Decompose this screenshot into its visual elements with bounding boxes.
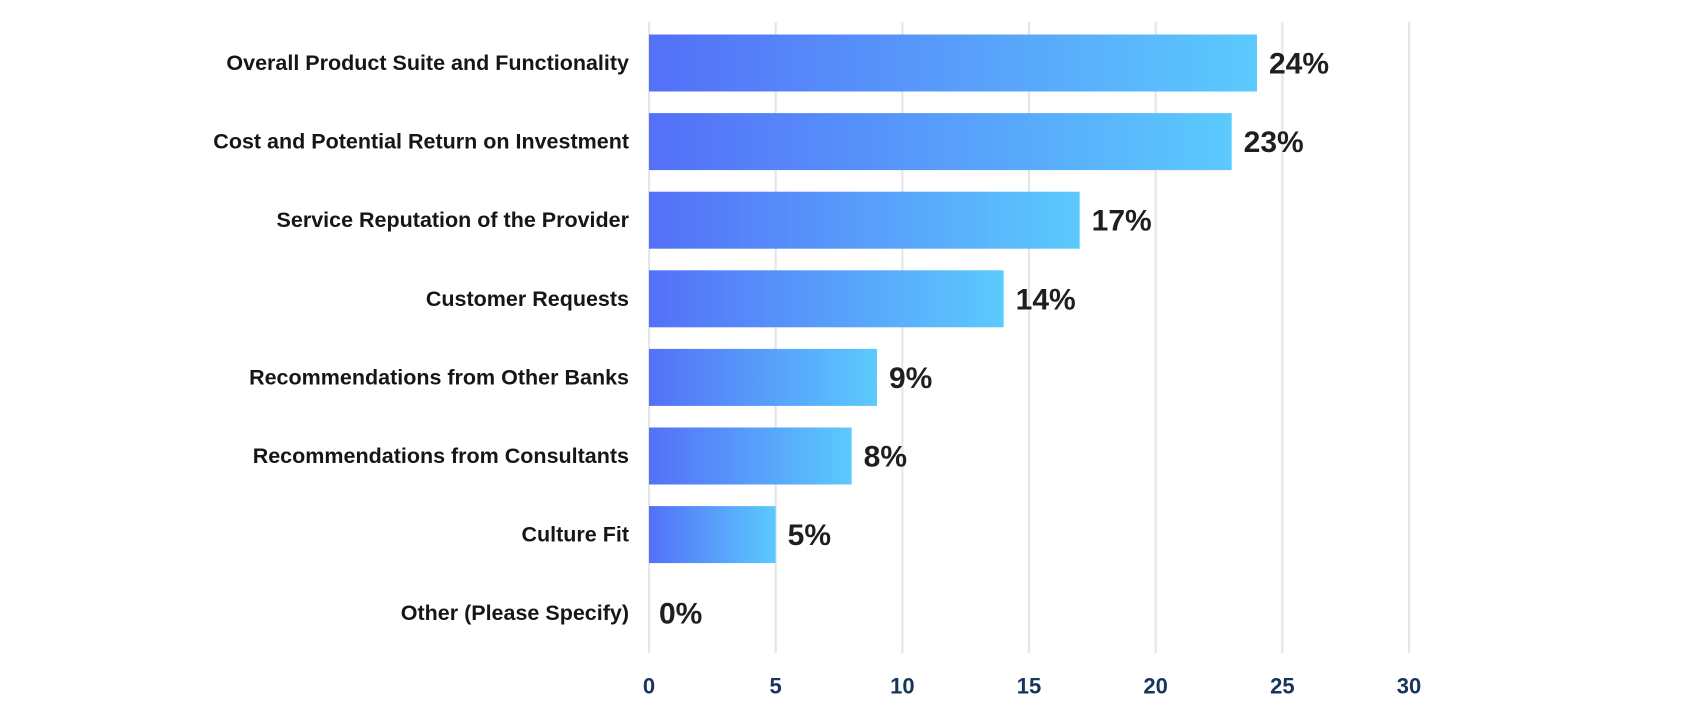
category-label: Cost and Potential Return on Investment [213, 130, 629, 154]
bar [649, 113, 1232, 171]
category-label: Culture Fit [522, 523, 630, 547]
data-label: 8% [864, 441, 907, 474]
data-label: 9% [889, 362, 932, 395]
x-tick-label: 30 [1397, 674, 1421, 699]
bar [649, 427, 852, 485]
data-label: 24% [1269, 48, 1329, 81]
x-tick-label: 25 [1270, 674, 1294, 699]
x-tick-label: 5 [770, 674, 782, 699]
bar [649, 34, 1257, 92]
data-label: 14% [1016, 283, 1076, 316]
category-label: Overall Product Suite and Functionality [226, 51, 629, 75]
data-label: 17% [1092, 205, 1152, 238]
data-label: 23% [1244, 126, 1304, 159]
bar [649, 270, 1004, 328]
x-tick-label: 0 [643, 674, 655, 699]
data-label: 0% [659, 598, 702, 631]
category-label: Customer Requests [426, 287, 629, 311]
x-tick-label: 10 [890, 674, 914, 699]
bar [649, 506, 776, 564]
category-label: Service Reputation of the Provider [277, 208, 630, 232]
bar [649, 191, 1080, 249]
category-label: Recommendations from Other Banks [249, 365, 629, 389]
category-label: Other (Please Specify) [401, 601, 629, 625]
bar [649, 348, 877, 406]
label-layer: Overall Product Suite and Functionality 2… [213, 48, 1329, 631]
bar-layer [649, 34, 1257, 564]
category-label: Recommendations from Consultants [253, 444, 629, 468]
data-label: 5% [788, 519, 831, 552]
x-axis: 0 5 10 15 20 25 30 [643, 674, 1421, 699]
x-tick-label: 20 [1143, 674, 1167, 699]
x-tick-label: 15 [1017, 674, 1041, 699]
